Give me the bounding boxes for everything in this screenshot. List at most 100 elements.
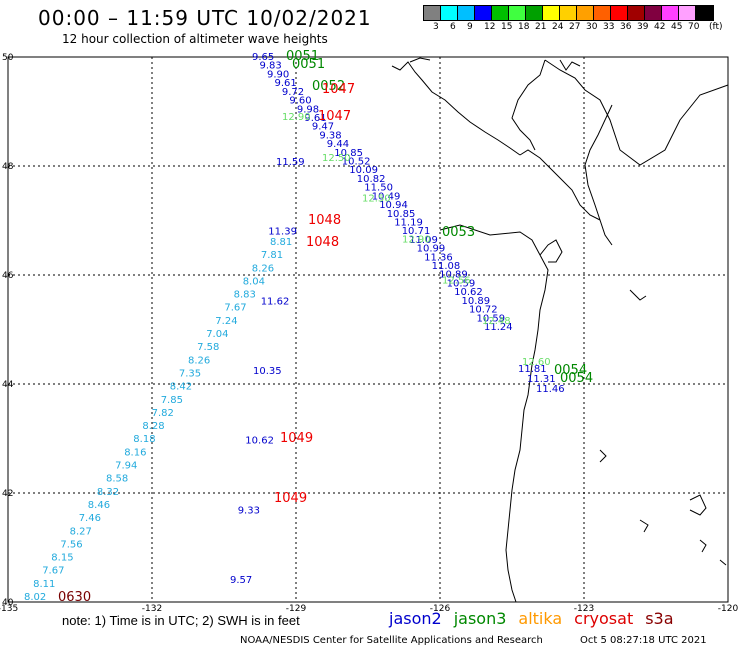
swh-value-cryosat: 7.24 [215,316,237,327]
swh-value-jason2: 10.59 [477,313,506,324]
swh-value-jason2: 11.39 [268,227,297,238]
swh-value-jason2: 10.09 [349,165,378,176]
legend-label: 27 [569,22,581,32]
swh-value-cryosat: 7.81 [261,250,283,261]
pass-id-labels: 0051005100521047104700531048104800540054… [58,49,593,605]
legend-swatch [543,6,560,20]
legend-label: 12 [484,22,496,32]
legend-label: 70 [688,22,700,32]
legend-label: 33 [603,22,615,32]
pass-label: 1049 [280,431,313,446]
lon-label: -120 [718,604,739,614]
lon-label: -135 [0,604,18,614]
swh-value-cryosat: 8.18 [133,434,155,445]
pass-label: 1048 [308,213,341,228]
swh-value-jason2: 10.85 [334,148,363,159]
lon-label: -123 [574,604,594,614]
legend-swatch [645,6,662,20]
swh-value-cryosat: 8.04 [243,276,265,287]
swh-value-cryosat: 7.46 [79,513,101,524]
pass-label: 1047 [322,82,355,97]
legend-label: 9 [467,22,473,32]
swh-value-jason2: 11.09 [409,235,438,246]
swh-value-jason2: 9.38 [319,130,341,141]
pass-label: 1048 [306,235,339,250]
legend-label: 15 [501,22,513,32]
swh-value-altika: 12.56 [442,275,471,286]
swh-value-cryosat: 7.35 [179,369,201,380]
coastline [391,57,729,603]
swh-value-cryosat: 7.04 [206,329,228,340]
swh-value-jason2: 10.72 [469,305,498,316]
legend-swatch [696,6,713,20]
swh-value-jason2: 9.44 [327,139,349,150]
pass-label: 1049 [274,491,307,506]
pass-label: 0051 [286,49,319,64]
satellite-label-cryosat: cryosat [574,609,634,628]
lat-label: 44 [2,380,14,390]
page-subtitle: 12 hour collection of altimeter wave hei… [62,32,328,46]
swh-value-altika: 12.48 [482,316,511,327]
page-title: 00:00 – 11:59 UTC 10/02/2021 [38,6,372,30]
legend-swatch [441,6,458,20]
swh-value-cryosat: 8.26 [188,355,210,366]
pass-label: 1047 [318,109,351,124]
legend-label: 6 [450,22,456,32]
footer-note: note: 1) Time is in UTC; 2) SWH is in fe… [62,613,300,628]
swh-value-cryosat: 8.83 [234,290,256,301]
swh-value-cryosat: 8.02 [24,592,46,603]
swh-value-jason2: 10.85 [387,209,416,220]
longitude-axis-labels: -135 -132 -129 -126 -123 -120 [0,604,738,614]
swh-value-jason2: 9.61 [275,78,297,89]
lat-label: 46 [2,271,14,281]
swh-value-cryosat: 7.58 [197,342,219,353]
swh-value-jason2: 10.52 [342,157,371,168]
legend-label: 42 [654,22,666,32]
lon-label: -126 [430,604,451,614]
swh-value-jason2: 10.35 [253,366,282,377]
swh-value-jason2: 11.19 [394,218,423,229]
swh-value-jason2: 11.31 [527,374,556,385]
legend-swatch [424,6,441,20]
lat-label: 40 [2,598,14,608]
swh-value-cryosat: 8.11 [33,579,55,590]
swh-value-jason2: 11.59 [276,157,305,168]
legend-swatch [577,6,594,20]
color-scale-labels: 3 6 9 12 15 18 21 24 27 30 33 36 39 42 45 70 (ft) [423,22,740,34]
swh-value-jason2: 9.57 [230,575,252,586]
swh-value-jason2: 10.99 [417,244,446,255]
swh-value-jason2: 11.46 [536,384,565,395]
swh-value-jason2: 10.94 [379,200,408,211]
swh-value-jason2: 11.24 [484,322,513,333]
swh-value-altika: 12.50 [362,194,391,205]
satellite-label-s3a: s3a [645,609,674,628]
pass-label: 0630 [58,590,91,605]
swh-value-cryosat: 8.58 [106,474,128,485]
swh-value-cryosat: 8.26 [252,263,274,274]
satellite-label-altika: altika [518,609,563,628]
swh-value-jason2: 9.61 [304,113,326,124]
pass-label: 0054 [560,371,593,386]
swh-value-jason2: 10.89 [439,270,468,281]
swh-value-jason2: 10.62 [454,287,483,298]
lat-label: 50 [2,53,14,63]
swh-value-cryosat: 7.82 [152,408,174,419]
swh-value-jason2: 11.81 [518,364,547,375]
legend-swatch [611,6,628,20]
wave-height-tracks: 9.659.839.909.619.729.609.989.619.479.38… [24,52,565,603]
swh-value-jason2: 11.36 [424,252,453,263]
swh-value-jason2: 11.62 [261,296,290,307]
legend-label: 24 [552,22,564,32]
pass-label: 0053 [442,225,475,240]
swh-value-cryosat: 7.85 [161,395,183,406]
swh-value-altika: 12.60 [522,357,551,368]
swh-value-jason2: 11.08 [432,261,461,272]
swh-value-jason2: 10.71 [402,226,431,237]
generated-timestamp: Oct 5 08:27:18 UTC 2021 [580,635,707,646]
swh-value-cryosat: 7.94 [115,461,137,472]
swh-value-cryosat: 8.81 [270,237,292,248]
legend-label: (ft) [709,22,723,32]
swh-value-jason2: 9.72 [282,87,304,98]
swh-value-cryosat: 7.56 [60,539,82,550]
swh-value-altika: 12.90 [282,112,311,123]
